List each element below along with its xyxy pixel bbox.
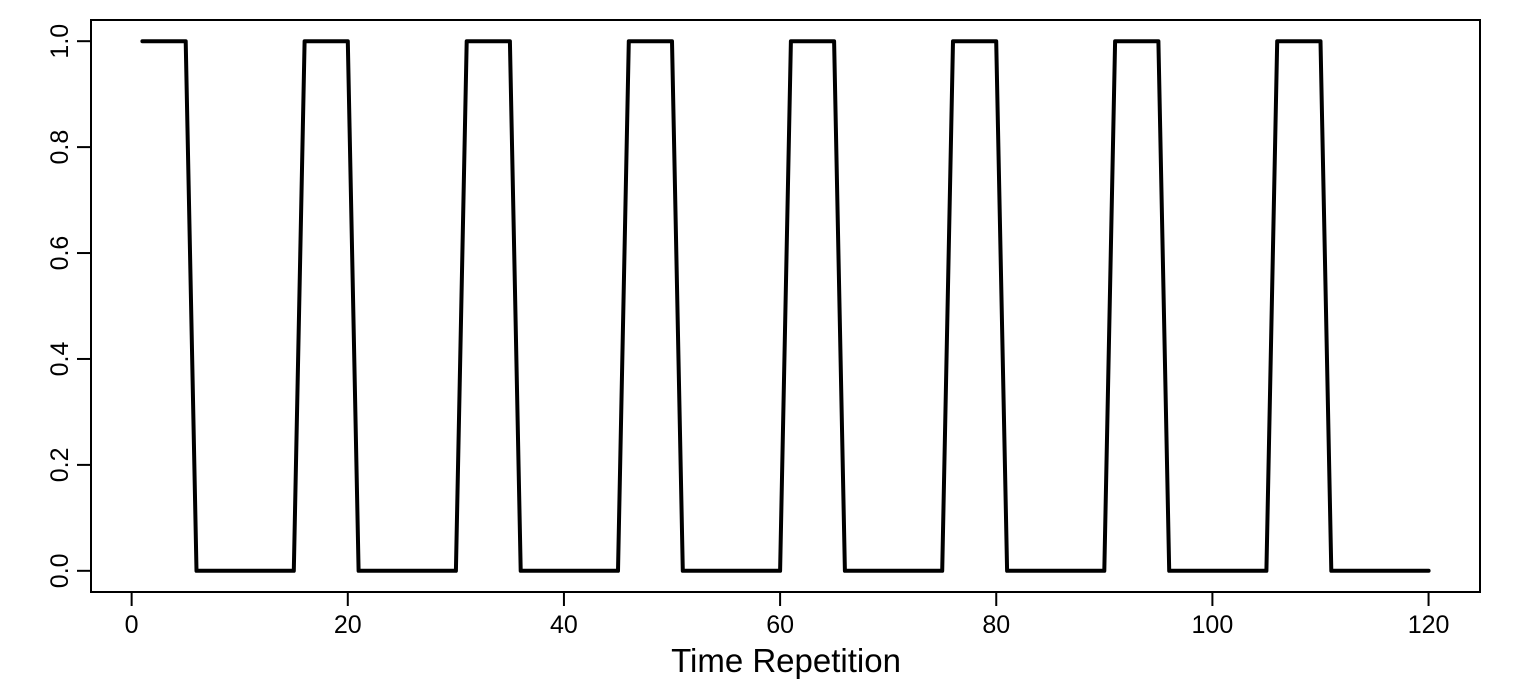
y-axis: 0.0 0.2 0.4 0.6 0.8 1.0	[46, 24, 91, 588]
x-axis-title: Time Repetition	[671, 642, 901, 679]
x-tick-label: 40	[550, 611, 578, 639]
y-tick-label: 0.0	[46, 553, 74, 588]
y-tick-label: 0.8	[46, 130, 74, 165]
x-tick-label: 100	[1192, 611, 1234, 639]
y-tick-label: 0.4	[46, 341, 74, 376]
x-tick-label: 120	[1408, 611, 1450, 639]
signal-line	[140, 39, 1431, 573]
y-tick-label: 0.2	[46, 448, 74, 483]
y-tick-label: 1.0	[46, 24, 74, 59]
x-tick-label: 80	[982, 611, 1010, 639]
x-tick-label: 20	[334, 611, 362, 639]
x-tick-label: 0	[125, 611, 139, 639]
y-tick-label: 0.6	[46, 236, 74, 271]
plot-box	[90, 19, 1481, 593]
x-axis: 0 20 40 60 80 100 120	[125, 592, 1450, 639]
x-tick-label: 60	[766, 611, 794, 639]
